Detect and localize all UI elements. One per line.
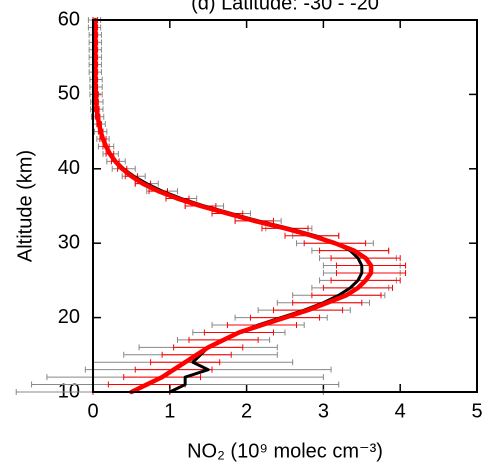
profile-line bbox=[93, 17, 374, 395]
chart-title: (d) Latitude: -30 - -20 bbox=[191, 0, 379, 14]
x-tick-label: 1 bbox=[164, 400, 175, 422]
y-tick-label: 60 bbox=[58, 8, 80, 30]
y-tick-label: 20 bbox=[58, 306, 80, 328]
x-tick-label: 2 bbox=[241, 400, 252, 422]
y-tick-label: 10 bbox=[58, 380, 80, 402]
y-tick-label: 30 bbox=[58, 231, 80, 253]
y-axis-label: Altitude (km) bbox=[14, 150, 36, 262]
x-tick-label: 5 bbox=[471, 400, 482, 422]
y-tick-label: 40 bbox=[58, 157, 80, 179]
x-tick-label: 3 bbox=[318, 400, 329, 422]
plot-frame bbox=[92, 19, 478, 393]
x-axis-label: NO₂ (10⁹ molec cm⁻³) bbox=[187, 440, 383, 462]
x-tick-label: 4 bbox=[395, 400, 406, 422]
x-tick-label: 0 bbox=[87, 400, 98, 422]
y-tick-label: 50 bbox=[58, 83, 80, 105]
